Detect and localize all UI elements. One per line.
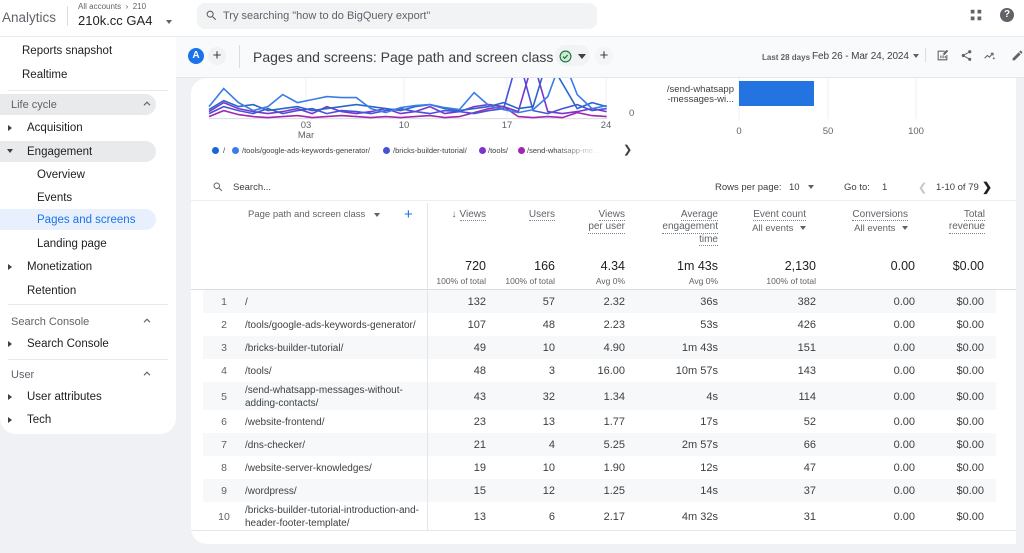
svg-text:24: 24: [601, 120, 612, 131]
svg-text:Mar: Mar: [298, 130, 314, 140]
svg-text:100: 100: [908, 126, 924, 137]
svg-text:0: 0: [629, 108, 634, 119]
svg-text:03: 03: [301, 120, 312, 131]
svg-text:50: 50: [823, 126, 834, 137]
svg-text:-messages-wi...: -messages-wi...: [667, 94, 734, 105]
svg-text:0: 0: [736, 126, 741, 137]
svg-text:17: 17: [502, 120, 513, 131]
svg-text:/send-whatsapp: /send-whatsapp: [667, 84, 734, 95]
svg-text:10: 10: [399, 120, 410, 131]
